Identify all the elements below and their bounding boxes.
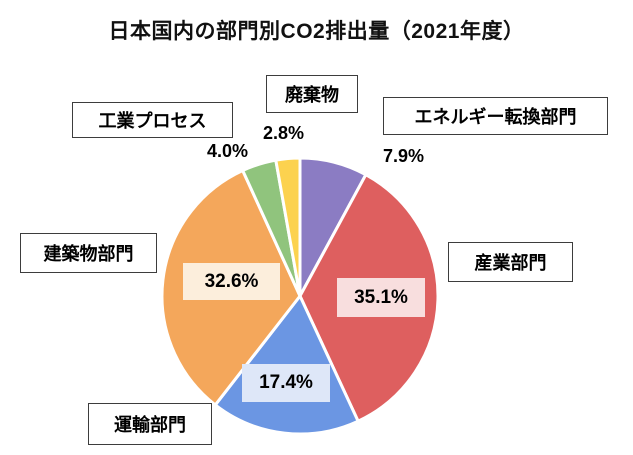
pct-label-transport: 17.4%: [242, 364, 330, 402]
pct-label-waste: 2.8%: [263, 123, 305, 143]
pct-label-buildings: 32.6%: [183, 263, 280, 300]
label-box-buildings: 建築物部門: [20, 233, 157, 273]
pct-label-industry: 35.1%: [337, 278, 425, 317]
pct-label-energy-conversion: 7.9%: [383, 146, 425, 166]
label-box-industry: 産業部門: [448, 242, 573, 282]
label-box-transport: 運輸部門: [88, 403, 212, 445]
chart-title: 日本国内の部門別CO2排出量（2021年度）: [108, 20, 525, 43]
label-box-energy-conversion: エネルギー転換部門: [383, 97, 608, 135]
label-box-waste: 廃棄物: [266, 75, 358, 113]
pct-label-industrial-process: 4.0%: [206, 141, 248, 161]
pie-slice-waste: [274, 156, 302, 298]
label-box-industrial-process: 工業プロセス: [72, 102, 233, 138]
